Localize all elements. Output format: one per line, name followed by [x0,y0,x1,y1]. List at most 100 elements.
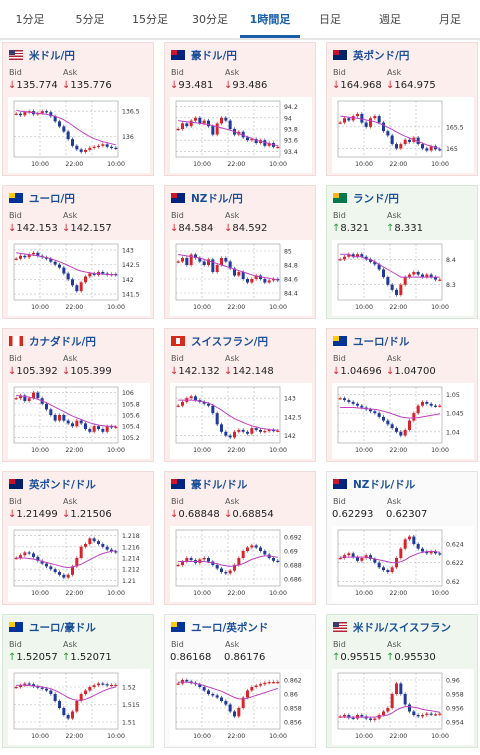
candle-body [377,413,381,417]
card-header: ユーロ/円 [9,191,75,205]
rate-card[interactable]: NZドル/円 Bid Ask ↓84.584 ↓84.592 85 84.8 84.6 84.4… [164,185,316,319]
price-chart[interactable]: 0.624 0.622 0.62 10:00 22:00 10:00 [332,526,474,602]
arrow-down-icon: ↓ [62,80,71,91]
price-chart[interactable]: 0.862 0.86 0.858 0.856 10:00 22:00 10:00 [170,669,312,745]
ask-label: Ask [63,68,78,77]
rate-card[interactable]: ランド/円 Bid Ask ↑8.321 ↑8.331 8.4 8.3 10:00 22:00 1… [326,185,478,319]
card-header: 米ドル/円 [9,48,75,62]
tab-timeframe[interactable]: 週足 [379,13,401,26]
currency-pair-name[interactable]: ユーロ/豪ドル [29,621,96,634]
currency-pair-name[interactable]: ユーロ/円 [29,192,75,205]
candlestick-chart: 0.862 0.86 0.858 0.856 10:00 22:00 10:00 [175,672,302,740]
rate-card[interactable]: ユーロ/円 Bid Ask ↓142.153 ↓142.157 143 142.5 142 14… [2,185,154,319]
ask-value: 142.148 [232,366,274,377]
rate-card[interactable]: カナダドル/円 Bid Ask ↓105.392 ↓105.399 106 105.8 105… [2,328,154,462]
rate-card[interactable]: NZドル/ドル Bid Ask 0.62293 0.62307 0.624 0.622 0.6… [326,471,478,605]
candle-body [45,563,48,567]
currency-pair-name[interactable]: 豪ドル/ドル [191,478,248,491]
candle-body [53,569,57,572]
rate-card[interactable]: ユーロ/ドル Bid Ask ↓1.04696 ↓1.04700 1.05 1.045 1.0… [326,328,478,462]
price-chart[interactable]: 85 84.8 84.6 84.4 10:00 22:00 10:00 [170,240,312,316]
tab-timeframe[interactable]: 30分足 [192,13,228,26]
currency-pair-name[interactable]: カナダドル/円 [29,335,96,348]
candle-body [92,426,96,432]
card-header: ユーロ/豪ドル [9,620,96,634]
rate-card[interactable]: ユーロ/英ポンド Bid Ask 0.86168 0.86176 0.862 0.86 0.8… [164,614,316,748]
arrow-down-icon: ↓ [8,223,17,234]
candle-body [14,558,18,560]
rate-card[interactable]: 米ドル/スイスフラン Bid Ask ↑0.95515 ↑0.95530 0.96 0.95… [326,614,478,748]
candle-body [343,715,346,717]
currency-pair-name[interactable]: スイスフラン/円 [191,335,269,348]
price-chart[interactable]: 8.4 8.3 10:00 22:00 10:00 [332,240,474,316]
currency-pair-name[interactable]: 英ポンド/ドル [29,478,96,491]
currency-pair-name[interactable]: 豪ドル/円 [191,49,237,62]
price-chart[interactable]: 0.692 0.69 0.688 0.686 10:00 22:00 10:00 [170,526,312,602]
currency-pair-name[interactable]: NZドル/円 [191,192,243,205]
candle-body [32,684,35,687]
candle-body [202,120,206,124]
x-tick-label: 22:00 [65,447,83,454]
candle-body [338,259,342,261]
bid-price: ↓164.968 [332,80,382,91]
rate-card[interactable]: ユーロ/豪ドル Bid Ask ↑1.52057 ↑1.52071 1.52 1.515 1.… [2,614,154,748]
currency-pair-name[interactable]: ユーロ/ドル [353,335,410,348]
currency-pair-name[interactable]: 米ドル/スイスフラン [353,621,452,634]
price-chart[interactable]: 94.2 94 93.8 93.6 93.4 10:00 22:00 10:00 [170,97,312,173]
candle-body [250,687,254,691]
price-chart[interactable]: 0.96 0.958 0.956 0.954 10:00 22:00 10:00 [332,669,474,745]
ask-price: ↓135.776 [62,80,112,91]
rate-card[interactable]: 豪ドル/円 Bid Ask ↓93.481 ↓93.486 94.2 94 93.8 93.6 9… [164,42,316,176]
ask-label: Ask [63,640,78,649]
candle-body [92,538,96,542]
candle-body [45,111,48,113]
x-tick-label: 22:00 [389,733,407,740]
currency-pair-name[interactable]: ユーロ/英ポンド [191,621,269,634]
price-chart[interactable]: 136.5 136 10:00 22:00 10:00 [8,97,150,173]
rate-card[interactable]: スイスフラン/円 Bid Ask ↓142.132 ↓142.148 143 142.5 14… [164,328,316,462]
price-chart[interactable]: 1.05 1.045 1.04 10:00 22:00 10:00 [332,383,474,459]
rate-card[interactable]: 豪ドル/ドル Bid Ask ↓0.68848 ↓0.68854 0.692 0.69 0.6… [164,471,316,605]
tab-timeframe[interactable]: 日足 [319,13,341,26]
price-chart[interactable]: 106 105.8 105.6 105.4 105.2 10:00 22:00 10:00 [8,383,150,459]
candle-body [390,424,394,429]
card-header: ユーロ/ドル [333,334,409,348]
candle-body [62,708,66,715]
currency-pair-name[interactable]: NZドル/ドル [353,478,416,491]
tab-timeframe[interactable]: 5分足 [75,13,105,26]
rate-card[interactable]: 米ドル/円 Bid Ask ↓135.774 ↓135.776 136.5 136 10:00… [2,42,154,176]
us-ch-flag-icon [333,622,347,632]
moving-average-line [178,555,278,567]
ask-label: Ask [225,211,240,220]
tab-timeframe[interactable]: 15分足 [132,13,168,26]
candle-body [198,258,202,262]
currency-pair-name[interactable]: ランド/円 [353,192,399,205]
tab-timeframe[interactable]: 月足 [439,13,461,26]
price-chart[interactable]: 143 142.5 142 10:00 22:00 10:00 [170,383,312,459]
candle-body [408,536,411,540]
rate-card[interactable]: 英ポンド/円 Bid Ask ↓164.968 ↓164.975 165.5 165 10:0… [326,42,478,176]
y-tick-label: 1.212 [122,567,140,574]
candle-body [425,713,429,715]
rate-card[interactable]: 英ポンド/ドル Bid Ask ↓1.21499 ↓1.21506 1.218 1.216 1… [2,471,154,605]
price-chart[interactable]: 143 142.5 142 141.5 10:00 22:00 10:00 [8,240,150,316]
candle-body [36,686,40,688]
price-chart[interactable]: 165.5 165 10:00 22:00 10:00 [332,97,474,173]
currency-pair-name[interactable]: 英ポンド/円 [353,49,410,62]
nz-flag-icon [171,193,185,203]
candle-body [250,428,254,434]
candlestick-chart: 0.692 0.69 0.688 0.686 10:00 22:00 10:00 [175,529,302,597]
price-chart[interactable]: 1.52 1.515 1.51 10:00 22:00 10:00 [8,669,150,745]
tab-timeframe[interactable]: 1時間足 [240,0,300,38]
candle-body [241,551,245,558]
candle-body [49,566,53,570]
candle-body [276,279,280,281]
candle-body [399,431,403,436]
currency-pair-name[interactable]: 米ドル/円 [29,49,75,62]
price-chart[interactable]: 1.218 1.216 1.214 1.212 1.21 10:00 22:00 10:00 [8,526,150,602]
tab-timeframe[interactable]: 1分足 [15,13,45,26]
candle-body [228,704,232,712]
ask-label: Ask [387,354,402,363]
y-tick-label: 106 [122,390,134,397]
timeframe-tabs: 1分足 5分足 15分足 30分足 1時間足 日足 週足 月足 [0,0,480,40]
